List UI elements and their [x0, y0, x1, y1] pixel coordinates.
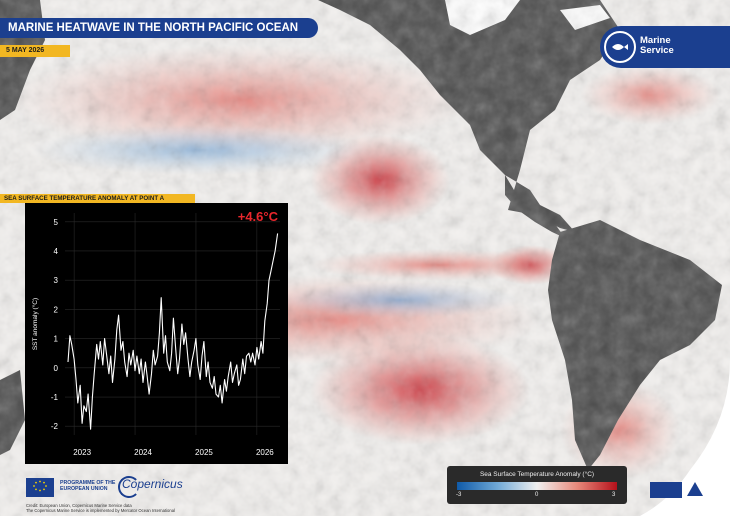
y-tick-label: 1	[54, 335, 59, 344]
y-tick-label: 0	[54, 364, 59, 373]
mercator-logo-icon	[686, 480, 704, 498]
anomaly-badge: +4.6°C	[237, 209, 278, 224]
copernicus-logo-icon	[118, 476, 140, 498]
fish-icon	[604, 31, 636, 63]
marine-service-text: Marine Service	[640, 35, 674, 56]
y-tick-label: 2	[54, 305, 59, 314]
colorbar	[457, 482, 617, 490]
programme-text: PROGRAMME OF THE EUROPEAN UNION	[60, 480, 116, 492]
credit-text: Credit: European Union, Copernicus Marin…	[26, 503, 175, 513]
legend-title: Sea Surface Temperature Anomaly (°C)	[479, 471, 595, 478]
x-tick-label: 2025	[195, 448, 213, 457]
x-tick-label: 2026	[256, 448, 274, 457]
y-tick-label: 5	[54, 218, 59, 227]
date-label: 5 MAY 2026	[0, 45, 70, 57]
colorbar-legend: Sea Surface Temperature Anomaly (°C) -3 …	[447, 466, 627, 504]
chart-section-label: SEA SURFACE TEMPERATURE ANOMALY AT POINT…	[0, 194, 195, 203]
eu-flag-icon-small	[650, 482, 682, 498]
y-tick-label: -2	[51, 422, 59, 431]
x-tick-label: 2024	[134, 448, 152, 457]
y-axis-label: SST anomaly (°C)	[31, 298, 39, 350]
y-tick-label: 4	[54, 247, 59, 256]
legend-min: -3	[456, 492, 462, 498]
marine-service-logo: Marine Service	[600, 26, 730, 68]
y-tick-label: -1	[51, 393, 59, 402]
page-title: MARINE HEATWAVE IN THE NORTH PACIFIC OCE…	[0, 18, 318, 38]
chart-svg: -2 -1 0 1 2 3 4 5 2023 2024 2025 2026 SST anomaly (°…	[31, 213, 280, 457]
copernicus-logo-text: Copernicus	[122, 477, 183, 491]
eu-flag-icon	[26, 478, 54, 497]
y-tick-label: 3	[54, 276, 59, 285]
x-tick-label: 2023	[73, 448, 91, 457]
legend-max: 3	[612, 492, 616, 498]
series-line	[67, 233, 279, 430]
legend-mid: 0	[535, 492, 539, 498]
sst-anomaly-chart: -2 -1 0 1 2 3 4 5 2023 2024 2025 2026 SST anomaly (°…	[25, 203, 288, 464]
